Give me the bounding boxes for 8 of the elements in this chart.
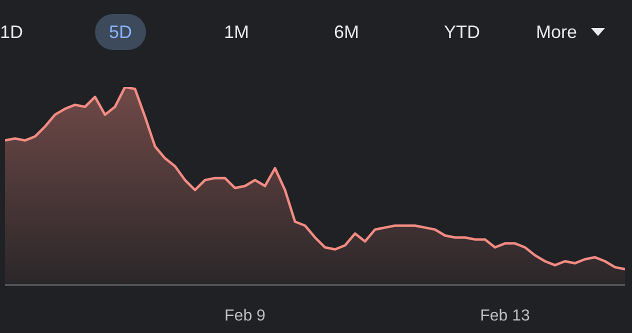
x-tick-label: Feb 9 (224, 307, 266, 324)
x-tick-label: Feb 13 (480, 307, 530, 324)
text: More (535, 21, 578, 44)
text: YTD (443, 21, 481, 44)
text: 1M (223, 21, 250, 44)
text: 5D (95, 14, 146, 50)
text: 1D (0, 21, 24, 44)
text: 6M (333, 21, 360, 44)
